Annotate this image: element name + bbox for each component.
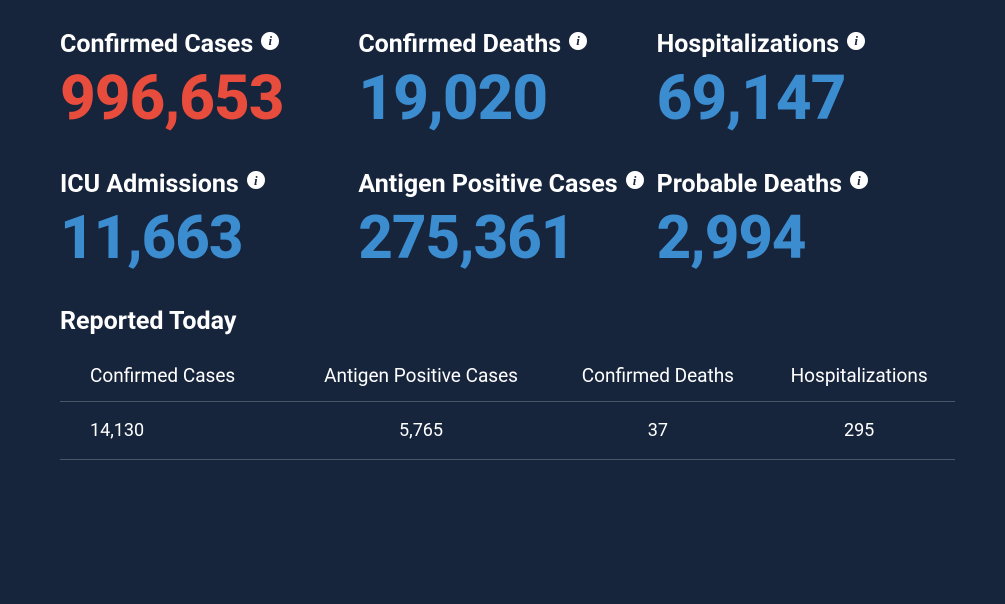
table-cell: 37 (553, 401, 764, 459)
table-cell: 5,765 (290, 401, 553, 459)
table-header-row: Confirmed Cases Antigen Positive Cases C… (60, 354, 955, 402)
stat-label-text: Confirmed Deaths (358, 30, 561, 59)
stats-row-2: ICU Admissions i 11,663 Antigen Positive… (60, 170, 955, 277)
info-icon[interactable]: i (261, 32, 279, 50)
info-icon[interactable]: i (247, 171, 265, 189)
table-header: Antigen Positive Cases (290, 354, 553, 402)
stat-label: Confirmed Cases i (60, 30, 358, 59)
stat-label: Antigen Positive Cases i (358, 170, 656, 199)
table-row: 14,130 5,765 37 295 (60, 401, 955, 459)
info-icon[interactable]: i (847, 32, 865, 50)
stat-value: 2,994 (657, 199, 955, 277)
stat-icu-admissions: ICU Admissions i 11,663 (60, 170, 358, 277)
stat-label: Hospitalizations i (657, 30, 955, 59)
info-icon[interactable]: i (850, 171, 868, 189)
reported-today-title: Reported Today (60, 307, 955, 336)
stat-label-text: ICU Admissions (60, 170, 239, 199)
stat-label-text: Probable Deaths (657, 170, 842, 199)
stat-hospitalizations: Hospitalizations i 69,147 (657, 30, 955, 140)
stat-value: 275,361 (358, 199, 656, 277)
dashboard-page: Confirmed Cases i 996,653 Confirmed Deat… (0, 0, 1005, 490)
stat-probable-deaths: Probable Deaths i 2,994 (657, 170, 955, 277)
stat-value: 11,663 (60, 199, 358, 277)
stat-label: ICU Admissions i (60, 170, 358, 199)
info-icon[interactable]: i (569, 32, 587, 50)
stats-row-1: Confirmed Cases i 996,653 Confirmed Deat… (60, 30, 955, 140)
info-icon[interactable]: i (626, 171, 644, 189)
stat-value: 69,147 (657, 59, 955, 140)
stat-confirmed-cases: Confirmed Cases i 996,653 (60, 30, 358, 140)
stat-label-text: Confirmed Cases (60, 30, 253, 59)
stat-label: Confirmed Deaths i (358, 30, 656, 59)
table-cell: 295 (763, 401, 955, 459)
stat-antigen-positive: Antigen Positive Cases i 275,361 (358, 170, 656, 277)
stat-label-text: Antigen Positive Cases (358, 170, 617, 199)
table-header: Hospitalizations (763, 354, 955, 402)
table-cell: 14,130 (60, 401, 290, 459)
reported-today-table: Confirmed Cases Antigen Positive Cases C… (60, 354, 955, 460)
stat-value: 996,653 (60, 59, 358, 140)
table-header: Confirmed Deaths (553, 354, 764, 402)
stat-confirmed-deaths: Confirmed Deaths i 19,020 (358, 30, 656, 140)
stat-label: Probable Deaths i (657, 170, 955, 199)
stat-label-text: Hospitalizations (657, 30, 840, 59)
stat-value: 19,020 (358, 59, 656, 140)
table-header: Confirmed Cases (60, 354, 290, 402)
